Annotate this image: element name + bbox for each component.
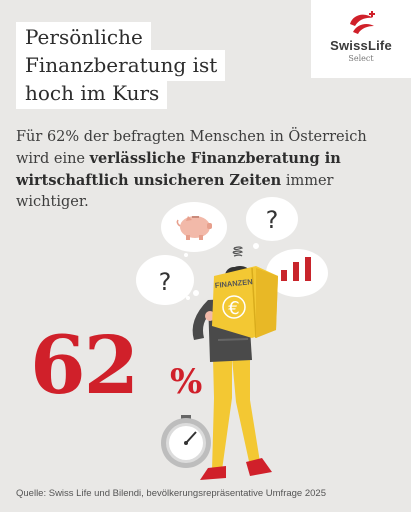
question-thought-bubble-left: ? (136, 255, 199, 305)
intro-text-highlight: verlässliche Finanzberatung in wirtschaf… (16, 150, 341, 189)
intro-text-part-2: immer wichtiger. (16, 173, 334, 210)
swisslife-emblem-icon (350, 11, 375, 34)
question-thought-bubble-right: ? (246, 197, 298, 249)
stopwatch-icon (161, 415, 211, 468)
big-percentage-number: 62 (30, 318, 139, 412)
person-legs (200, 358, 272, 480)
headline-line-2: Finanzberatung ist (16, 50, 226, 81)
finanzen-book: FINANZEN € (212, 266, 278, 339)
question-mark-left: ? (159, 268, 172, 296)
logo-name: SwissLife (330, 38, 392, 53)
headline-line-1: Persönliche (16, 22, 151, 53)
intro-text-part-1: Für 62% der befragten Menschen in Österr… (16, 129, 367, 167)
swisslife-logo: SwissLife Select (311, 0, 411, 78)
euro-icon: € (228, 298, 239, 319)
logo-subtitle: Select (348, 54, 374, 63)
question-mark-right: ? (266, 206, 279, 234)
percent-sign: % (170, 362, 203, 402)
bar-chart-icon (281, 257, 311, 281)
book-title: FINANZEN (214, 277, 253, 290)
confusion-spiral-icon (232, 246, 244, 257)
source-note: Quelle: Swiss Life und Bilendi, bevölker… (16, 488, 326, 499)
headline-line-3: hoch im Kurs (16, 78, 168, 109)
intro-text: Für 62% der befragten Menschen in Österr… (16, 127, 401, 213)
piggy-bank-icon (176, 216, 212, 240)
